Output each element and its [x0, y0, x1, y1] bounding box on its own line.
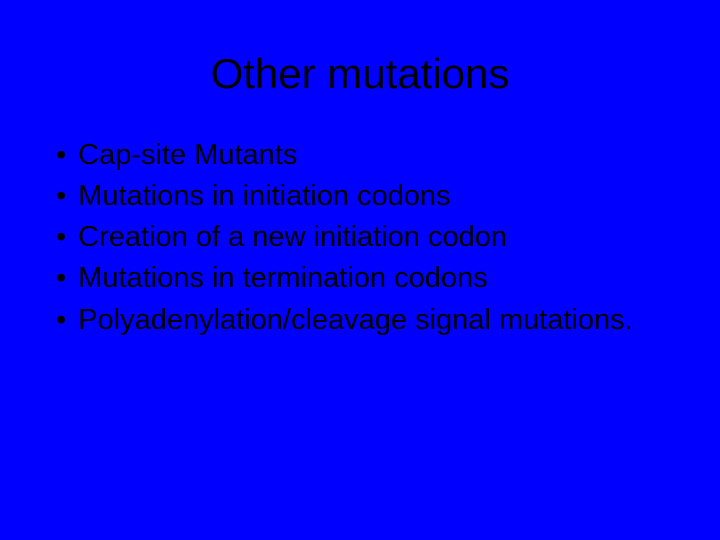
- bullet-text: Polyadenylation/cleavage signal mutation…: [78, 301, 670, 340]
- bullet-icon: •: [56, 136, 66, 175]
- bullet-icon: •: [56, 218, 66, 257]
- list-item: • Mutations in termination codons: [56, 259, 670, 298]
- bullet-list: • Cap-site Mutants • Mutations in initia…: [50, 136, 670, 340]
- bullet-icon: •: [56, 259, 66, 298]
- bullet-text: Cap-site Mutants: [78, 136, 670, 175]
- slide-title: Other mutations: [50, 50, 670, 98]
- list-item: • Polyadenylation/cleavage signal mutati…: [56, 301, 670, 340]
- slide-container: Other mutations • Cap-site Mutants • Mut…: [0, 0, 720, 540]
- list-item: • Mutations in initiation codons: [56, 177, 670, 216]
- list-item: • Creation of a new initiation codon: [56, 218, 670, 257]
- bullet-icon: •: [56, 177, 66, 216]
- bullet-text: Creation of a new initiation codon: [78, 218, 670, 257]
- bullet-text: Mutations in initiation codons: [78, 177, 670, 216]
- list-item: • Cap-site Mutants: [56, 136, 670, 175]
- bullet-text: Mutations in termination codons: [78, 259, 670, 298]
- bullet-icon: •: [56, 301, 66, 340]
